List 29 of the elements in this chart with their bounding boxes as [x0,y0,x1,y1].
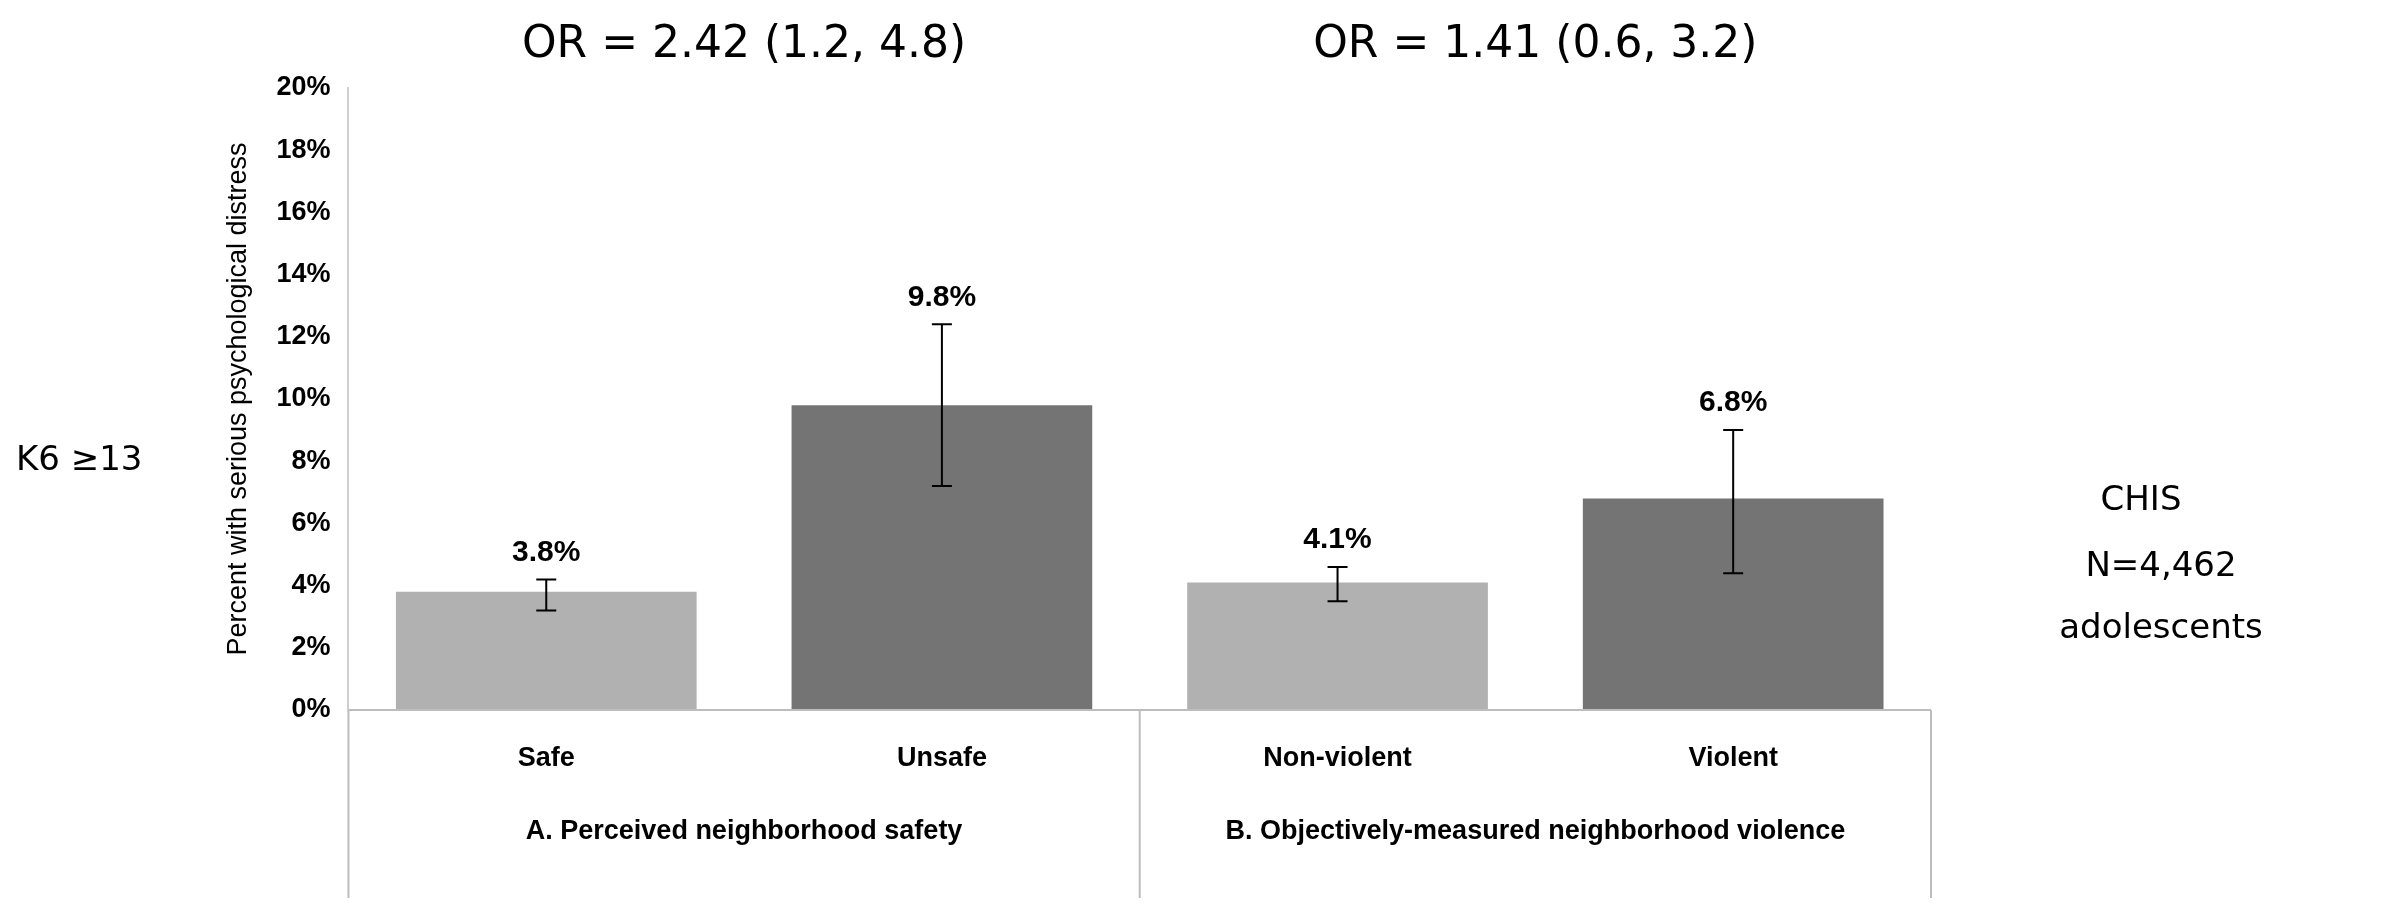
y-tick-label: 6% [291,506,331,537]
y-tick-label: 10% [276,382,331,413]
y-tick-label: 8% [291,444,331,475]
y-tick-label: 12% [276,320,331,351]
y-tick-label: 18% [276,133,331,164]
data-label: 3.8% [512,533,581,567]
text: N=4,462 adolescents [2059,543,2263,646]
text: K6 ≥13 [16,438,143,479]
x-tick-label: Non-violent [1263,741,1412,772]
x-tick-label: Violent [1688,741,1778,772]
bar [791,405,1093,710]
y-tick-label: 0% [291,693,331,724]
text: OR = 1.41 (0.6, 3.2) [1313,16,1758,68]
text: OR = 2.42 (1.2, 4.8) [521,16,967,68]
y-tick-label: 20% [276,71,331,102]
y-tick-label: 4% [291,569,331,600]
text: CHIS [2100,478,2182,519]
text: A. Perceived neighborhood safety [525,815,963,846]
data-label: 9.8% [907,278,977,312]
text: B. Objectively-measured neighborhood violence [1225,815,1846,846]
x-tick-label: Safe [517,741,575,772]
x-tick-label: Unsafe [896,741,987,772]
bar [1582,498,1884,710]
y-axis-title: Percent with serious psychological distress [221,142,252,656]
data-label: 4.1% [1303,521,1372,555]
data-label: 6.8% [1698,384,1768,418]
y-tick-label: 16% [276,195,331,226]
y-tick-label: 14% [276,258,331,289]
y-tick-label: 2% [291,631,331,662]
